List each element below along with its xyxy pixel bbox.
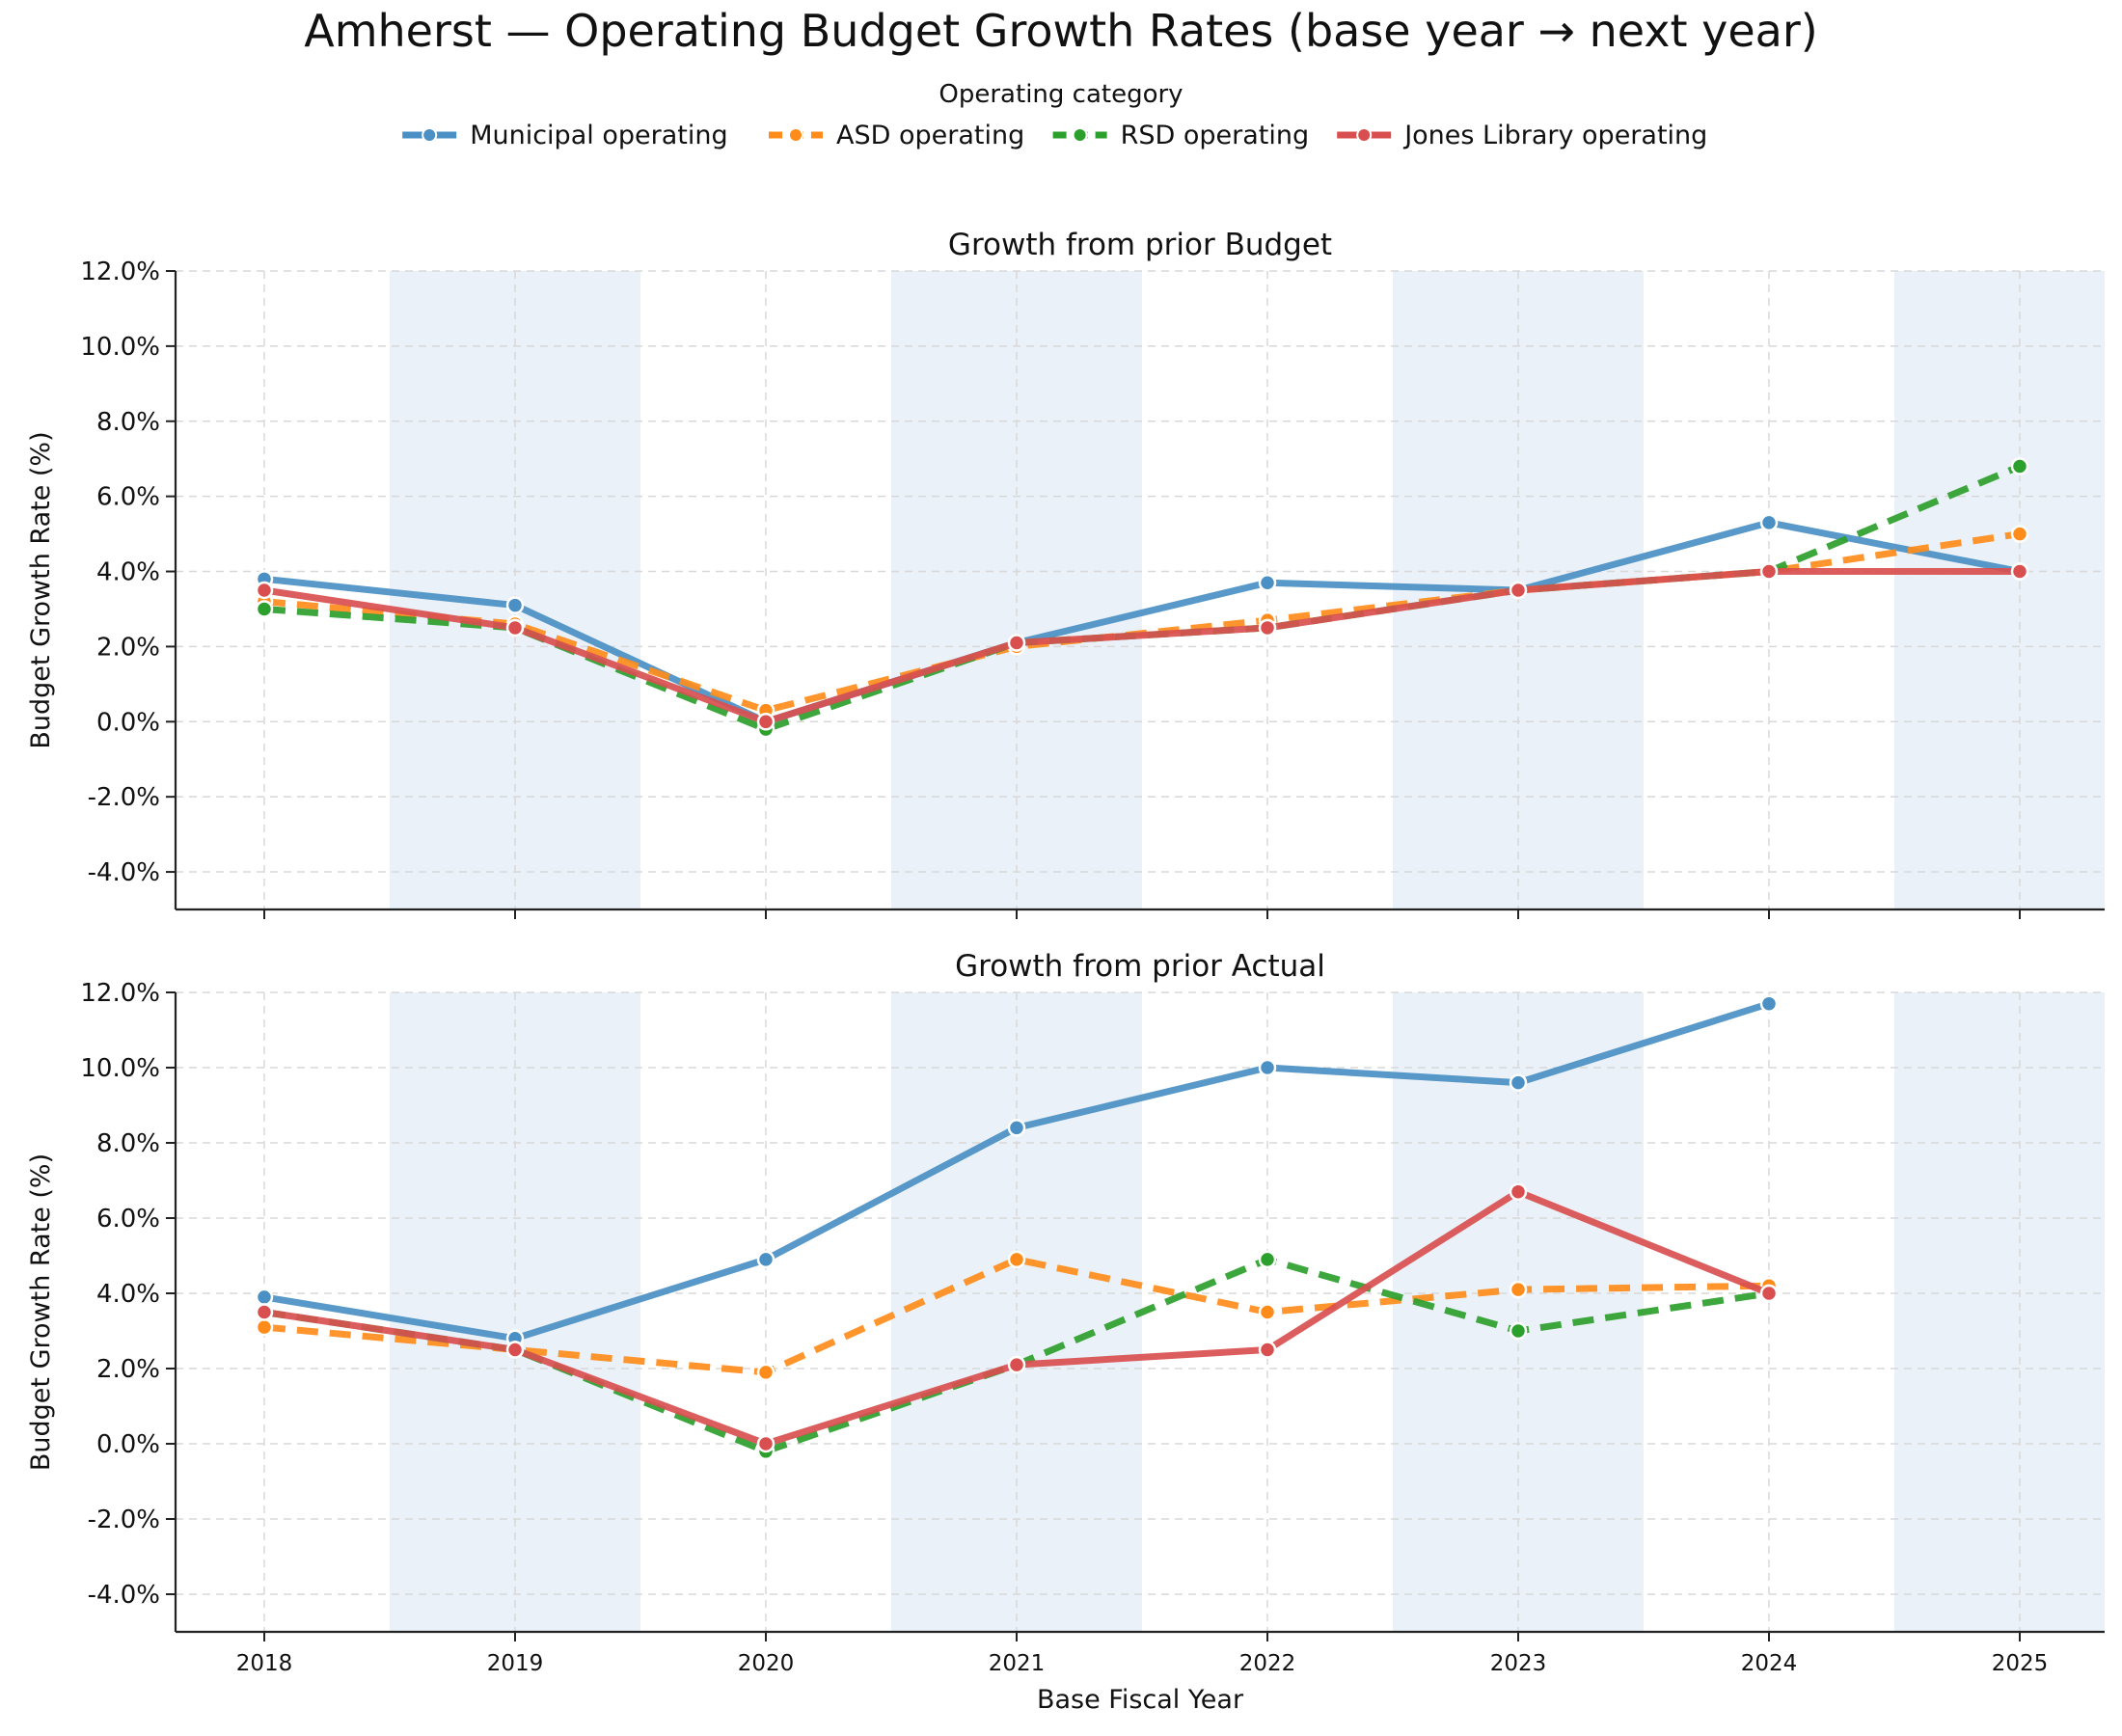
x-tick-label: 2025 — [1992, 1651, 2049, 1676]
data-point — [1258, 618, 1277, 637]
series-line — [263, 568, 2020, 725]
y-axis-label: Budget Growth Rate (%) — [26, 1153, 56, 1471]
x-tick-label: 2021 — [989, 1651, 1046, 1676]
legend-label: ASD operating — [836, 121, 1024, 150]
legend-item-asd-operating: ASD operating — [769, 121, 1024, 150]
data-point — [505, 1341, 525, 1359]
y-tick-label: 2.0% — [96, 633, 160, 662]
x-tick-label: 2018 — [236, 1651, 293, 1676]
data-point — [1258, 573, 1277, 592]
y-tick-label: 12.0% — [80, 258, 160, 286]
data-point — [505, 596, 525, 614]
data-point — [1509, 1280, 1528, 1299]
y-tick-label: 10.0% — [80, 1054, 160, 1083]
y-tick-label: 6.0% — [96, 1205, 160, 1234]
data-point — [1258, 1058, 1277, 1077]
year-band — [1894, 271, 2105, 909]
y-tick-label: -4.0% — [88, 1581, 160, 1610]
data-point — [1509, 1182, 1528, 1201]
data-point — [1258, 1341, 1277, 1359]
legend-item-municipal-operating: Municipal operating — [402, 121, 728, 150]
y-tick-label: 8.0% — [96, 1129, 160, 1158]
y-tick-label: 2.0% — [96, 1355, 160, 1384]
series-line — [263, 519, 2021, 725]
data-point — [1759, 562, 1779, 581]
legend-swatch-marker — [422, 127, 438, 143]
data-point — [255, 600, 274, 618]
figure-title: Amherst — Operating Budget Growth Rates … — [304, 5, 1817, 57]
series-jones-library-operating — [255, 1182, 1779, 1453]
x-tick-label: 2024 — [1741, 1651, 1798, 1676]
y-tick-label: 0.0% — [96, 1430, 160, 1459]
data-point — [756, 1434, 775, 1453]
data-point — [756, 713, 775, 731]
data-point — [505, 618, 525, 637]
data-point — [1759, 1284, 1779, 1303]
x-tick-label: 2019 — [487, 1651, 544, 1676]
y-axis-label: Budget Growth Rate (%) — [26, 431, 56, 748]
legend-label: Jones Library operating — [1402, 121, 1707, 150]
data-point — [756, 1363, 775, 1382]
data-point — [1509, 1073, 1528, 1092]
legend-label: Municipal operating — [470, 121, 727, 150]
legend-swatch-marker — [788, 127, 803, 143]
legend-item-rsd-operating: RSD operating — [1052, 121, 1310, 150]
y-tick-label: -4.0% — [88, 858, 160, 887]
series-jones-library-operating — [255, 562, 2029, 731]
data-point — [1258, 1250, 1277, 1269]
y-tick-label: 12.0% — [80, 979, 160, 1008]
legend-item-jones-library-operating: Jones Library operating — [1337, 121, 1707, 150]
x-tick-label: 2022 — [1239, 1651, 1296, 1676]
data-point — [1007, 634, 1026, 652]
data-point — [255, 1317, 274, 1337]
data-point — [1509, 1321, 1528, 1341]
data-point — [1759, 513, 1779, 532]
y-tick-label: -2.0% — [88, 1505, 160, 1534]
legend-swatch-marker — [1072, 127, 1088, 143]
x-axis-label: Base Fiscal Year — [1037, 1685, 1244, 1715]
data-point — [1258, 1303, 1277, 1321]
data-point — [255, 1303, 274, 1321]
data-point — [1007, 1119, 1026, 1137]
y-tick-label: 10.0% — [80, 333, 160, 362]
data-point — [1759, 994, 1779, 1013]
legend-label: RSD operating — [1121, 121, 1310, 150]
legend: Operating category Municipal operating AS… — [402, 80, 1707, 150]
panel-growth-from-prior-budget: -4.0% -2.0% 0.0% 2.0% 4.0% 6.0% 8.0% 10.0% 12.0%… — [26, 228, 2105, 919]
data-point — [2010, 525, 2029, 543]
data-point — [2010, 562, 2029, 581]
panel-growth-from-prior-actual: -4.0% -2.0% 0.0% 2.0% 4.0% 6.0% 8.0% 10.0% 12.0%… — [26, 949, 2105, 1715]
y-tick-label: 8.0% — [96, 408, 160, 437]
y-tick-label: 0.0% — [96, 708, 160, 737]
data-point — [1509, 581, 1528, 600]
data-point — [255, 581, 274, 600]
legend-swatch-marker — [1356, 127, 1373, 143]
x-tick-label: 2023 — [1490, 1651, 1547, 1676]
x-tick-label: 2020 — [738, 1651, 795, 1676]
panel-title: Growth from prior Actual — [955, 949, 1325, 984]
data-point — [2010, 457, 2029, 475]
y-tick-label: -2.0% — [88, 783, 160, 812]
y-tick-label: 4.0% — [96, 558, 160, 587]
data-point — [255, 1288, 274, 1307]
y-tick-label: 4.0% — [96, 1280, 160, 1309]
data-point — [1007, 1355, 1026, 1374]
year-band — [1894, 992, 2105, 1632]
data-point — [756, 1250, 775, 1269]
panel-title: Growth from prior Budget — [948, 228, 1332, 262]
data-point — [1007, 1250, 1026, 1269]
legend-title: Operating category — [939, 80, 1183, 109]
y-tick-label: 6.0% — [96, 483, 160, 512]
